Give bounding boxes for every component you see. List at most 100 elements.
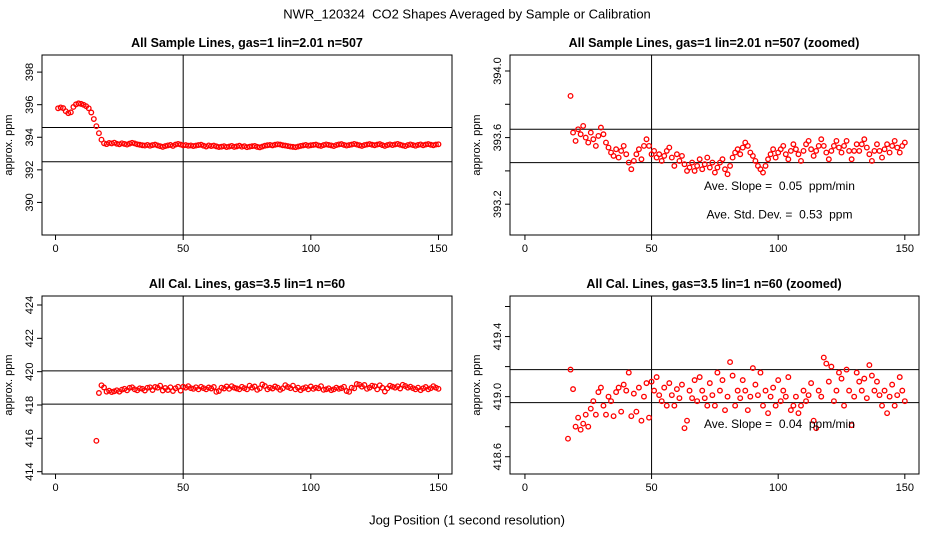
data-point bbox=[699, 387, 706, 394]
data-point bbox=[881, 387, 888, 394]
data-point bbox=[818, 393, 825, 400]
data-point bbox=[830, 142, 837, 149]
data-point bbox=[397, 141, 404, 148]
data-point bbox=[407, 141, 414, 148]
data-point bbox=[856, 378, 863, 385]
data-point bbox=[719, 377, 726, 384]
y-tick-label: 393.2 bbox=[492, 190, 504, 218]
data-point bbox=[863, 144, 870, 151]
data-point bbox=[818, 136, 825, 143]
data-point bbox=[858, 141, 865, 148]
data-point bbox=[886, 393, 893, 400]
data-point bbox=[780, 387, 787, 394]
data-point bbox=[256, 144, 263, 151]
data-point bbox=[274, 141, 281, 148]
data-point bbox=[876, 147, 883, 154]
data-point bbox=[901, 398, 908, 405]
data-point bbox=[671, 162, 678, 169]
data-point bbox=[658, 157, 665, 164]
data-point bbox=[838, 375, 845, 382]
y-tick-label: 398 bbox=[24, 63, 36, 81]
data-point bbox=[694, 162, 701, 169]
data-point bbox=[570, 386, 577, 393]
data-point bbox=[269, 142, 276, 149]
data-point bbox=[694, 398, 701, 405]
data-point bbox=[136, 385, 143, 392]
data-point bbox=[841, 142, 847, 149]
data-point bbox=[381, 142, 388, 149]
data-point bbox=[724, 393, 731, 400]
data-point bbox=[901, 139, 908, 146]
data-point bbox=[696, 156, 703, 163]
data-point bbox=[57, 104, 64, 111]
data-point bbox=[210, 384, 217, 390]
data-point bbox=[679, 152, 685, 159]
data-point bbox=[833, 137, 840, 144]
data-point bbox=[605, 393, 612, 400]
data-point bbox=[159, 143, 166, 150]
data-point bbox=[343, 142, 350, 149]
y-tick-label: 419.0 bbox=[492, 383, 504, 411]
data-point bbox=[744, 142, 751, 149]
data-point bbox=[739, 377, 746, 384]
data-point bbox=[580, 420, 587, 427]
data-point bbox=[618, 408, 625, 415]
data-point bbox=[739, 144, 746, 151]
data-point bbox=[162, 143, 169, 150]
data-point bbox=[843, 366, 850, 373]
data-point bbox=[896, 149, 903, 156]
data-point bbox=[231, 143, 238, 150]
data-point bbox=[620, 381, 627, 388]
data-point bbox=[282, 142, 289, 149]
panel-title-sample-full: All Sample Lines, gas=1 lin=2.01 n=507 bbox=[131, 36, 363, 50]
data-point bbox=[861, 375, 868, 382]
data-point bbox=[613, 389, 620, 396]
y-tick-label: 419.4 bbox=[492, 323, 504, 351]
data-point bbox=[863, 395, 870, 402]
data-point bbox=[648, 378, 655, 385]
data-point bbox=[729, 372, 736, 379]
data-point bbox=[625, 369, 632, 376]
data-point bbox=[884, 410, 891, 417]
data-point bbox=[701, 161, 708, 168]
data-point bbox=[93, 437, 100, 444]
data-point bbox=[772, 402, 779, 409]
y-tick-label: 424 bbox=[24, 296, 36, 314]
data-point bbox=[353, 381, 360, 387]
x-axis-label: Jog Position (1 second resolution) bbox=[369, 512, 565, 528]
data-point bbox=[88, 109, 95, 116]
data-point bbox=[706, 164, 713, 171]
data-point bbox=[805, 137, 812, 144]
data-point bbox=[874, 378, 880, 385]
data-point bbox=[704, 154, 711, 161]
data-point bbox=[810, 152, 817, 159]
y-tick-label: 392 bbox=[24, 161, 36, 179]
data-point bbox=[610, 413, 617, 420]
data-point bbox=[651, 147, 658, 154]
data-point bbox=[582, 134, 589, 141]
data-point bbox=[706, 380, 713, 387]
data-point bbox=[575, 126, 582, 133]
data-point bbox=[625, 159, 632, 166]
data-point bbox=[587, 405, 594, 412]
x-tick-label: 0 bbox=[52, 243, 58, 255]
data-point bbox=[585, 423, 592, 430]
data-point bbox=[699, 166, 706, 173]
data-point bbox=[635, 146, 642, 153]
data-point bbox=[853, 369, 860, 376]
data-point bbox=[762, 162, 769, 169]
data-point bbox=[815, 142, 822, 149]
data-point bbox=[577, 131, 584, 138]
data-point bbox=[851, 393, 858, 400]
data-point bbox=[782, 151, 789, 158]
data-point bbox=[785, 156, 792, 163]
data-point bbox=[767, 151, 774, 158]
y-tick-label: 394 bbox=[24, 128, 36, 146]
data-point bbox=[704, 402, 711, 409]
data-point bbox=[754, 392, 761, 399]
data-point bbox=[341, 383, 347, 390]
data-point bbox=[714, 164, 721, 171]
data-point bbox=[846, 147, 853, 154]
data-point bbox=[295, 143, 302, 150]
